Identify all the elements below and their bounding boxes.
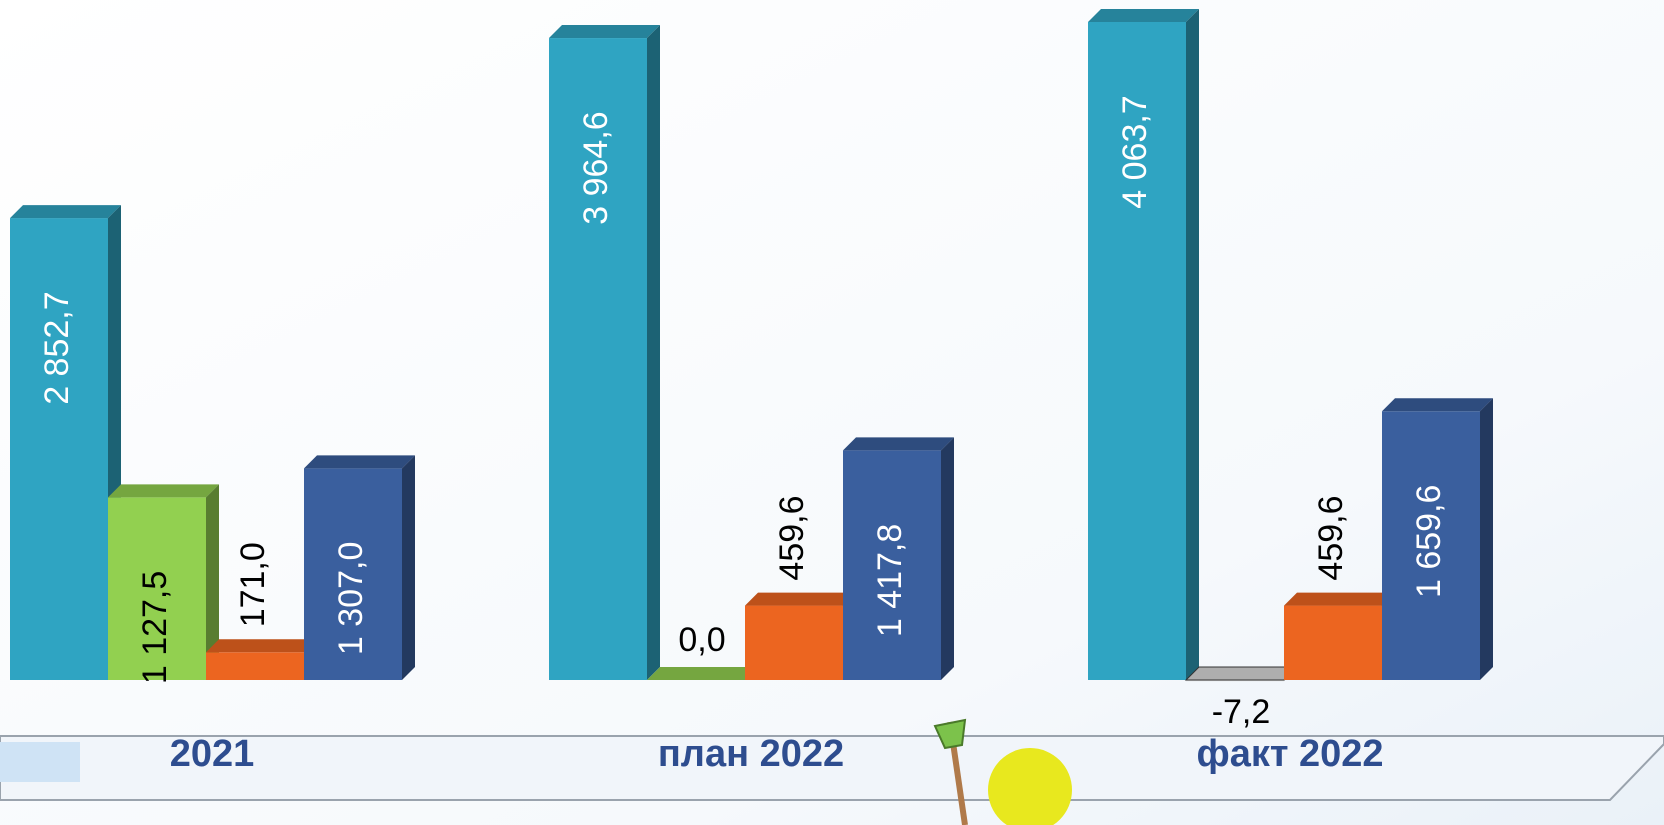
bar-side [941,437,954,680]
bar [1184,666,1299,682]
value-label: 3 964,6 [577,111,615,224]
bar [304,455,415,680]
bar [549,25,660,681]
bar-front [1382,411,1480,680]
category-label: план 2022 [658,733,844,775]
value-label: 4 063,7 [1116,95,1154,208]
value-label: 0,0 [678,621,725,659]
bar-front [1186,680,1284,682]
bar [1382,398,1493,680]
bar-top [304,455,415,469]
bar-front [843,450,941,680]
bar-top [108,484,219,498]
bar-side [206,484,219,680]
bar-front [1284,605,1382,680]
value-label: -7,2 [1212,693,1271,731]
bar-front [10,218,108,680]
bar-top [745,592,856,606]
plot: 2021 2 852,7 1 127,5 171,0 1 307,0 план 2022 3… [10,9,1493,775]
bar [647,667,758,680]
bar [108,484,219,680]
bar [843,437,954,680]
bar-top [206,639,317,653]
bar-front [1088,22,1186,680]
bar-top [1382,398,1493,412]
bar-top [1088,9,1199,22]
bar [1088,9,1199,680]
bar-front [745,605,843,680]
category-label: 2021 [170,733,255,775]
bar-top [1284,592,1395,606]
bar-front [108,497,206,680]
value-label: 1 417,8 [871,524,909,637]
bar [1284,592,1395,680]
value-label: 459,6 [1312,495,1350,580]
bar-side [1186,9,1199,680]
value-label: 1 127,5 [136,571,174,684]
value-label: 1 659,6 [1410,485,1448,598]
bar-side [1480,398,1493,680]
value-label: 459,6 [773,495,811,580]
bar [10,205,121,680]
bar-side [647,25,660,681]
bar-top [10,205,121,219]
bar-top [1184,666,1299,681]
category-label: факт 2022 [1196,733,1383,775]
value-label: 2 852,7 [38,291,76,404]
bar [745,592,856,680]
bar-top [647,667,758,680]
bar-top [549,25,660,39]
value-label: 171,0 [234,542,272,627]
bar-front [304,468,402,680]
bar-front [206,652,304,680]
bar-top [843,437,954,451]
decor [0,718,1664,825]
bar [206,639,317,680]
value-label: 1 307,0 [332,542,370,655]
bar-side [402,455,415,680]
bar-front [549,38,647,681]
